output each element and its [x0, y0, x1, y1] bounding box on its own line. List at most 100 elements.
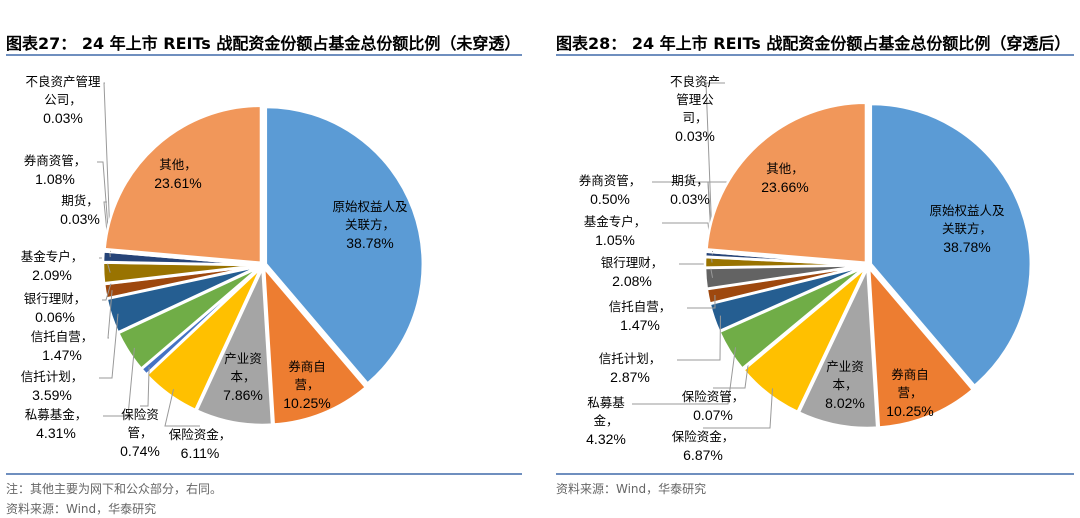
leader-line — [107, 290, 113, 339]
slice-value: 23.66% — [761, 179, 809, 195]
slice-value: 38.78% — [346, 235, 394, 251]
leader-line — [687, 295, 716, 309]
data-label: 期货， 0.03% — [55, 192, 105, 228]
slice-name: 保险资管， — [681, 389, 745, 404]
slice-name: 期货， — [61, 193, 99, 208]
data-label: 银行理财， 0.06% — [10, 290, 100, 326]
slice-value: 7.86% — [223, 387, 263, 403]
slice-value: 10.25% — [886, 403, 934, 419]
slice-value: 38.78% — [943, 239, 991, 255]
leader-line — [103, 82, 112, 252]
data-label: 期货， 0.03% — [655, 172, 725, 208]
data-label: 基金专户， 2.09% — [7, 248, 97, 284]
slice-value: 8.02% — [825, 395, 865, 411]
slice-name: 保险资管， — [121, 407, 159, 440]
data-label: 保险资管， 0.74% — [117, 406, 163, 460]
data-label: 券商资管， 0.50% — [570, 172, 650, 208]
data-label: 保险资管， 0.07% — [668, 388, 758, 424]
slice-name: 原始权益人及关联方， — [332, 199, 408, 232]
slice-value: 1.05% — [595, 232, 635, 248]
slice-value: 23.61% — [154, 175, 202, 191]
slice-value: 0.50% — [590, 191, 630, 207]
slice-value: 0.06% — [35, 309, 75, 325]
slice-name: 其他， — [766, 161, 804, 176]
slice-name: 私募基金， — [587, 395, 625, 428]
slice-value: 3.59% — [32, 387, 72, 403]
data-label: 银行理财， 2.08% — [587, 254, 677, 290]
slice-name: 原始权益人及关联方， — [929, 203, 1005, 236]
footnote: 注：其他主要为网下和公众部分，右同。 — [6, 482, 223, 496]
pie-slice — [869, 102, 1033, 388]
data-label: 保险资金， 6.87% — [658, 428, 748, 464]
data-label: 信托计划， 3.59% — [7, 368, 97, 404]
slice-value: 0.74% — [120, 443, 160, 459]
slice-name: 私募基金， — [24, 407, 88, 422]
pie-slice — [867, 264, 975, 429]
divider — [6, 54, 522, 56]
data-label: 基金专户， 1.05% — [570, 213, 660, 249]
leader-line — [632, 347, 736, 405]
slice-value: 0.03% — [675, 128, 715, 144]
leader-line — [103, 347, 135, 417]
source-note: 资料来源：Wind，华泰研究 — [556, 482, 707, 496]
data-label: 不良资产管理公司， 0.03% — [667, 73, 723, 145]
slice-name: 信托自营， — [30, 329, 94, 344]
pie-slice — [797, 267, 879, 430]
slice-name: 信托自营， — [608, 299, 672, 314]
slice-name: 券商自营， — [891, 367, 929, 400]
slice-name: 不良资产管理公司， — [25, 74, 101, 107]
slice-value: 6.87% — [683, 447, 723, 463]
data-label: 券商资管， 1.08% — [15, 152, 95, 188]
pie-slice — [194, 267, 274, 427]
divider — [556, 54, 1074, 56]
data-label: 券商自营， 10.25% — [880, 366, 940, 420]
data-label: 信托自营， 1.47% — [595, 298, 685, 334]
slice-name: 基金专户， — [583, 214, 647, 229]
slice-value: 4.32% — [586, 431, 626, 447]
slice-value: 1.47% — [620, 317, 660, 333]
slice-value: 0.03% — [43, 110, 83, 126]
leader-line — [703, 388, 774, 429]
slice-value: 0.03% — [670, 191, 710, 207]
data-label: 私募基金， 4.32% — [582, 394, 630, 448]
leader-line — [705, 82, 725, 253]
pie-slice — [705, 101, 868, 265]
data-label: 券商自营， 10.25% — [277, 358, 337, 412]
data-label: 不良资产管理公司， 0.03% — [23, 73, 103, 127]
data-label: 产业资本， 8.02% — [821, 358, 869, 412]
data-label: 其他， 23.61% — [138, 156, 218, 192]
pie-slice — [704, 249, 866, 266]
data-label: 信托计划， 2.87% — [585, 350, 675, 386]
data-label: 原始权益人及关联方， 38.78% — [330, 198, 410, 252]
data-label: 信托自营， 1.47% — [17, 328, 107, 364]
chart-title-right: 图表28： 24 年上市 REITs 战配资金份额占基金总份额比例（穿透后） — [556, 34, 1071, 53]
slice-value: 1.47% — [42, 347, 82, 363]
slice-value: 2.87% — [610, 369, 650, 385]
divider — [6, 473, 522, 475]
slice-name: 信托计划， — [20, 369, 84, 384]
slice-name: 银行理财， — [23, 291, 87, 306]
slice-name: 其他， — [159, 157, 197, 172]
slice-value: 10.25% — [283, 395, 331, 411]
divider — [556, 473, 1074, 475]
pie-slice — [264, 105, 425, 386]
slice-name: 信托计划， — [598, 351, 662, 366]
leader-line — [140, 367, 150, 407]
pie-slice — [102, 249, 261, 266]
slice-value: 0.07% — [693, 407, 733, 423]
data-label: 其他， 23.66% — [745, 160, 825, 196]
slice-value: 2.09% — [32, 267, 72, 283]
slice-value: 6.11% — [180, 445, 220, 461]
leader-line — [713, 364, 749, 389]
slice-name: 不良资产管理公司， — [669, 74, 720, 125]
slice-name: 期货， — [671, 173, 709, 188]
slice-name: 产业资本， — [826, 359, 864, 392]
slice-name: 基金专户， — [20, 249, 84, 264]
slice-value: 4.31% — [36, 425, 76, 441]
data-label: 原始权益人及关联方， 38.78% — [927, 202, 1007, 256]
slice-name: 券商自营， — [288, 359, 326, 392]
leader-line — [677, 315, 721, 361]
slice-name: 产业资本， — [224, 351, 262, 384]
leader-line — [164, 389, 200, 427]
